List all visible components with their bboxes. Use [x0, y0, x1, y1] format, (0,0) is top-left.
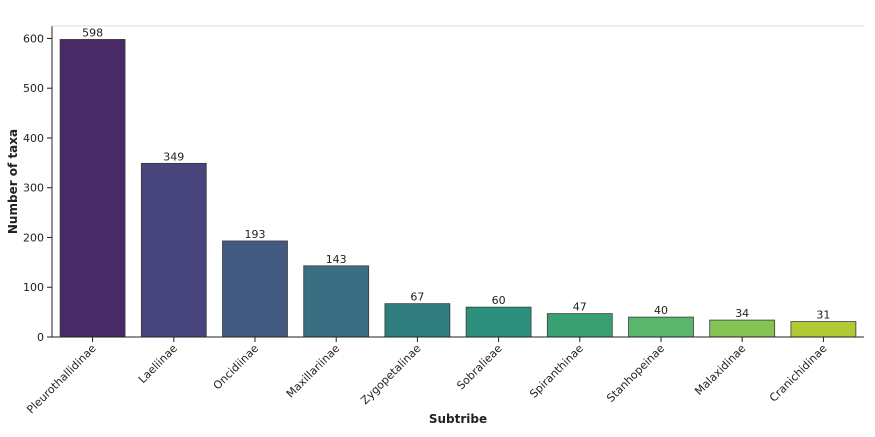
bar-malaxidinae — [709, 319, 776, 338]
bar-laeliinae — [140, 162, 207, 338]
x-axis: Pleurothallidinae Laeliinae Oncidiinae Maxi… — [24, 336, 864, 417]
x-tick-label: Stanhopeinae — [604, 342, 667, 405]
y-tick-label: 500 — [23, 82, 44, 95]
bar-cranichidinae — [790, 321, 857, 338]
y-tick-label: 300 — [23, 182, 44, 195]
bar-oncidiinae — [222, 240, 288, 338]
y-tick-label: 100 — [23, 281, 44, 294]
x-tick-label: Spiranthinae — [527, 342, 586, 401]
x-tick-label: Oncidiinae — [211, 342, 262, 393]
y-tick-label: 200 — [23, 231, 44, 244]
value-labels-group: 598 349 193 143 67 60 47 40 34 31 — [82, 26, 830, 321]
bars-group — [59, 39, 857, 338]
x-tick-label: Malaxidinae — [692, 342, 748, 398]
x-axis-title: Subtribe — [429, 412, 487, 426]
x-tick-label: Pleurothallidinae — [24, 342, 99, 417]
x-tick-label: Cranichidinae — [767, 342, 830, 405]
bar-stanhopeinae — [628, 316, 694, 338]
y-tick-label: 0 — [37, 331, 44, 344]
bar-pleurothallidinae — [59, 39, 126, 338]
value-label: 598 — [82, 26, 103, 39]
value-label: 67 — [410, 291, 424, 304]
value-label: 193 — [245, 228, 266, 241]
value-label: 34 — [735, 307, 749, 320]
x-tick-label: Laeliinae — [136, 342, 180, 386]
y-tick-label: 600 — [23, 32, 44, 45]
bar-spiranthinae — [546, 313, 613, 338]
value-label: 31 — [816, 309, 830, 322]
x-tick-label: Maxillariinae — [284, 342, 343, 401]
x-tick-label: Sobralieae — [454, 342, 505, 393]
value-label: 143 — [326, 253, 347, 266]
value-label: 47 — [573, 301, 587, 314]
value-label: 60 — [492, 294, 506, 307]
value-label: 40 — [654, 304, 668, 317]
y-tick-label: 400 — [23, 132, 44, 145]
bar-maxillariinae — [303, 265, 370, 338]
y-axis-title: Number of taxa — [6, 129, 20, 234]
bar-sobralieae — [465, 306, 532, 338]
bar-zygopetalinae — [384, 303, 451, 338]
y-axis: 0 100 200 300 400 500 600 — [23, 26, 53, 344]
x-tick-label: Zygopetalinae — [358, 342, 423, 407]
value-label: 349 — [163, 150, 184, 163]
